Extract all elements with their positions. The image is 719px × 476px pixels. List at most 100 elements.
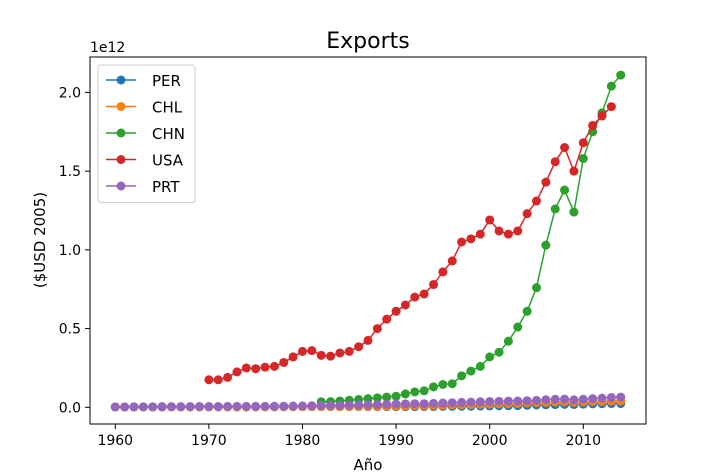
data-point-chn (475, 361, 485, 371)
data-point-prt (185, 402, 195, 412)
data-point-chn (569, 207, 579, 217)
data-point-prt (157, 402, 167, 412)
data-point-prt (597, 393, 607, 403)
series-prt (110, 392, 626, 412)
data-point-chn (429, 382, 439, 392)
data-point-prt (297, 401, 307, 411)
data-point-usa (335, 348, 345, 358)
data-point-chn (438, 379, 448, 389)
data-point-prt (438, 398, 448, 408)
data-point-chn (578, 154, 588, 164)
plot-frame (89, 56, 647, 425)
data-point-prt (410, 399, 420, 409)
data-point-prt (372, 400, 382, 410)
data-point-usa (569, 166, 579, 176)
data-point-prt (588, 394, 598, 404)
data-point-prt (503, 396, 513, 406)
data-point-usa (344, 346, 354, 356)
data-point-chn (513, 322, 523, 332)
data-point-chn (560, 185, 570, 195)
data-point-chn (466, 366, 476, 376)
x-tick-label: 2010 (565, 433, 601, 449)
data-point-prt (466, 397, 476, 407)
data-point-prt (606, 393, 616, 403)
data-point-prt (223, 401, 233, 411)
data-point-prt (176, 402, 186, 412)
data-point-usa (531, 196, 541, 206)
data-point-prt (531, 395, 541, 405)
data-point-usa (288, 352, 298, 362)
series-usa (204, 102, 616, 385)
data-point-usa (503, 229, 513, 239)
data-point-chn (616, 70, 626, 80)
data-point-prt (166, 402, 176, 412)
legend-label: USA (152, 152, 184, 170)
x-tick-label: 1980 (285, 433, 321, 449)
x-tick-label: 1990 (378, 433, 414, 449)
data-point-usa (606, 102, 616, 112)
data-point-usa (316, 350, 326, 360)
chart-title: Exports (326, 29, 409, 54)
data-point-usa (438, 267, 448, 277)
data-point-chn (400, 389, 410, 399)
y-tick-label: 1.0 (59, 243, 81, 259)
y-tick-label: 0.0 (59, 400, 81, 416)
data-point-usa (204, 375, 214, 385)
data-point-usa (419, 289, 429, 299)
legend-swatch-marker (116, 155, 126, 164)
data-point-usa (326, 351, 336, 361)
data-point-prt (129, 402, 139, 412)
data-point-usa (241, 363, 251, 373)
data-point-prt (494, 396, 504, 406)
data-point-usa (232, 367, 242, 377)
data-point-prt (400, 399, 410, 409)
data-point-usa (485, 215, 495, 225)
legend: PER CHL CHN USA PRT (97, 64, 196, 203)
legend-item-usa: USA (106, 152, 184, 170)
data-point-usa (213, 375, 223, 385)
data-point-prt (335, 400, 345, 410)
data-point-chn (606, 81, 616, 91)
data-point-prt (260, 401, 270, 411)
data-point-usa (279, 357, 289, 367)
data-point-prt (541, 395, 551, 405)
data-point-prt (429, 398, 439, 408)
data-point-prt (288, 401, 298, 411)
data-point-chn (391, 391, 401, 401)
data-point-usa (466, 234, 476, 244)
data-point-prt (138, 402, 148, 412)
data-point-prt (522, 396, 532, 406)
legend-swatch-marker (116, 128, 126, 138)
data-point-usa (260, 362, 270, 372)
data-point-prt (241, 401, 251, 411)
data-point-usa (541, 177, 551, 187)
data-point-usa (297, 346, 307, 356)
ticks-layer: 1960 1970 1980 1990 2000 2010 0.0 0.5 1.0 1.5 2.0 (59, 85, 601, 449)
data-point-prt (204, 402, 214, 412)
legend-item-per: PER (106, 72, 181, 90)
data-point-prt (251, 401, 261, 411)
x-tick-label: 2000 (472, 433, 508, 449)
data-point-usa (391, 306, 401, 316)
legend-item-chn: CHN (106, 125, 185, 143)
data-point-prt (354, 400, 364, 410)
data-point-prt (195, 402, 205, 412)
series-chn (316, 70, 626, 407)
data-point-usa (522, 209, 532, 219)
legend-swatch-marker (116, 102, 126, 111)
data-point-chn (447, 379, 457, 389)
data-point-chn (410, 387, 420, 397)
data-point-usa (251, 364, 261, 374)
data-point-prt (344, 400, 354, 410)
legend-swatch-marker (116, 181, 126, 191)
data-point-prt (560, 394, 570, 404)
data-point-prt (550, 394, 560, 404)
data-point-prt (307, 401, 317, 411)
series-layer (110, 70, 626, 412)
y-axis-label: ($USD 2005) (31, 192, 49, 288)
data-point-prt (485, 396, 495, 406)
data-point-prt (120, 402, 130, 412)
data-point-chn (531, 283, 541, 293)
data-point-chn (541, 240, 551, 250)
